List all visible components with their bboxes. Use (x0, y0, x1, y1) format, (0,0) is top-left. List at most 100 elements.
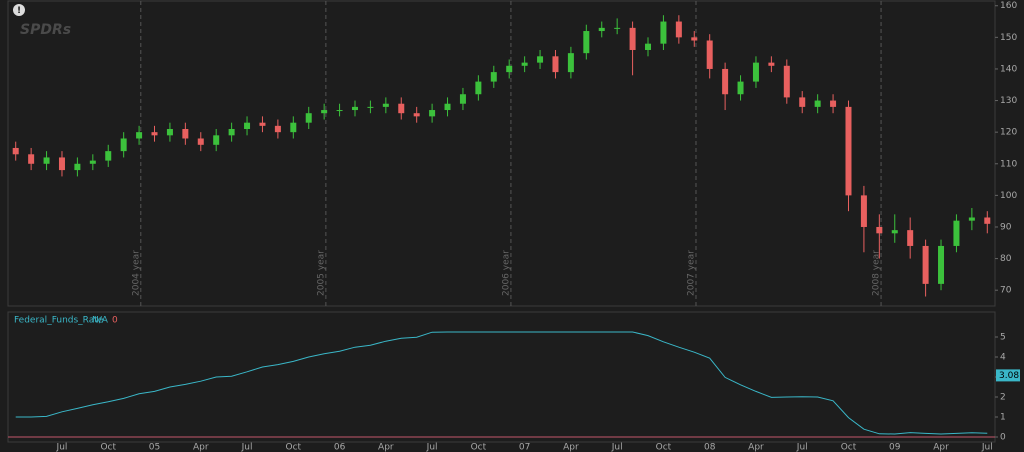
x-tick-label: Apr (748, 443, 764, 452)
candle-body (367, 106, 374, 108)
candle-body (737, 81, 744, 95)
x-tick-label: Jul (981, 443, 993, 452)
y-tick-label: 110 (1000, 159, 1017, 169)
year-annotation: 2006 year (501, 250, 511, 296)
candle-body (567, 53, 574, 73)
candle-body (274, 125, 281, 133)
candle-body (459, 94, 466, 104)
rate-line (15, 331, 988, 435)
y-tick-label: 100 (1000, 191, 1017, 201)
y-tick-label: 2 (1000, 393, 1006, 403)
candle-body (290, 122, 297, 133)
candle-body (120, 138, 127, 152)
last-value-box (996, 369, 1020, 382)
y-tick-label: 120 (1000, 128, 1017, 138)
candle-body (197, 138, 204, 145)
candle-body (830, 100, 837, 107)
candle-body (475, 81, 482, 95)
y-tick-label: 70 (1000, 286, 1012, 296)
x-tick-label: Apr (378, 443, 394, 452)
legend-status: 0 (112, 316, 118, 326)
candle-body (968, 217, 975, 221)
candle-body (413, 113, 420, 117)
watermark: SPDRs (20, 22, 71, 38)
y-tick-label: 5 (1000, 333, 1006, 343)
candle-body (398, 103, 405, 114)
y-tick-label: 80 (1000, 254, 1012, 264)
x-tick-label: 05 (149, 443, 160, 452)
y-tick-label: 130 (1000, 96, 1017, 106)
candle-body (752, 62, 759, 82)
candle-body (28, 154, 35, 164)
candle-body (583, 31, 590, 54)
x-tick-label: 08 (704, 443, 716, 452)
candle-body (799, 97, 806, 107)
candle-body (105, 151, 112, 161)
candle-body (136, 132, 143, 139)
candle-body (922, 245, 929, 284)
year-annotation: 2007 year (686, 250, 696, 296)
legend-entry: Federal_Funds_Rate (14, 316, 104, 326)
x-tick-label: Oct (841, 443, 857, 452)
legend-status: N/A (92, 316, 109, 326)
y-tick-label: 160 (1000, 1, 1017, 11)
y-tick-label: 1 (1000, 413, 1006, 423)
candle-body (166, 129, 173, 136)
candle-body (706, 40, 713, 69)
candle-body (876, 226, 883, 234)
candle-body (860, 195, 867, 227)
candle-body (660, 21, 667, 44)
x-tick-label: Apr (933, 443, 949, 452)
candle-body (984, 217, 991, 224)
price-panel (7, 0, 996, 307)
candle-body (629, 27, 636, 50)
candle-body (675, 21, 682, 38)
candle-body (490, 72, 497, 82)
alert-icon-mark: ! (17, 6, 21, 16)
x-tick-label: Oct (471, 443, 487, 452)
y-tick-label: 0 (1000, 433, 1006, 443)
candle-body (182, 129, 189, 139)
x-tick-label: 06 (334, 443, 346, 452)
candle-body (43, 157, 50, 164)
candle-body (382, 103, 389, 107)
x-tick-label: 07 (519, 443, 530, 452)
candle-body (12, 147, 19, 155)
candle-body (444, 103, 451, 111)
x-tick-label: Jul (611, 443, 623, 452)
candle-body (722, 68, 729, 95)
year-annotation: 2004 year (131, 250, 141, 296)
alert-icon[interactable] (13, 4, 25, 16)
x-tick-label: Apr (563, 443, 579, 452)
x-tick-label: Jul (426, 443, 438, 452)
last-value-label: 3.08 (999, 371, 1019, 381)
x-tick-label: Jul (796, 443, 808, 452)
candle-body (213, 135, 220, 145)
candle-body (768, 62, 775, 66)
candle-body (244, 122, 251, 130)
year-annotation: 2008 year (872, 250, 882, 296)
x-tick-label: 09 (889, 443, 901, 452)
candle-body (429, 110, 436, 117)
candle-body (74, 163, 81, 171)
candle-body (321, 110, 328, 114)
candle-body (953, 220, 960, 246)
x-tick-label: Oct (286, 443, 302, 452)
candle-body (691, 37, 698, 41)
x-tick-label: Apr (193, 443, 209, 452)
candle-body (614, 27, 621, 29)
x-tick-label: Oct (656, 443, 672, 452)
year-annotation: 2005 year (316, 250, 326, 296)
candle-body (845, 106, 852, 196)
candle-body (537, 56, 544, 63)
candle-body (907, 230, 914, 246)
candle-body (552, 56, 559, 73)
candle-body (814, 100, 821, 107)
y-tick-label: 90 (1000, 222, 1012, 232)
candle-body (938, 245, 945, 284)
candle-body (151, 132, 158, 136)
x-tick-label: Jul (56, 443, 68, 452)
x-tick-label: Oct (100, 443, 116, 452)
candle-body (228, 129, 235, 136)
